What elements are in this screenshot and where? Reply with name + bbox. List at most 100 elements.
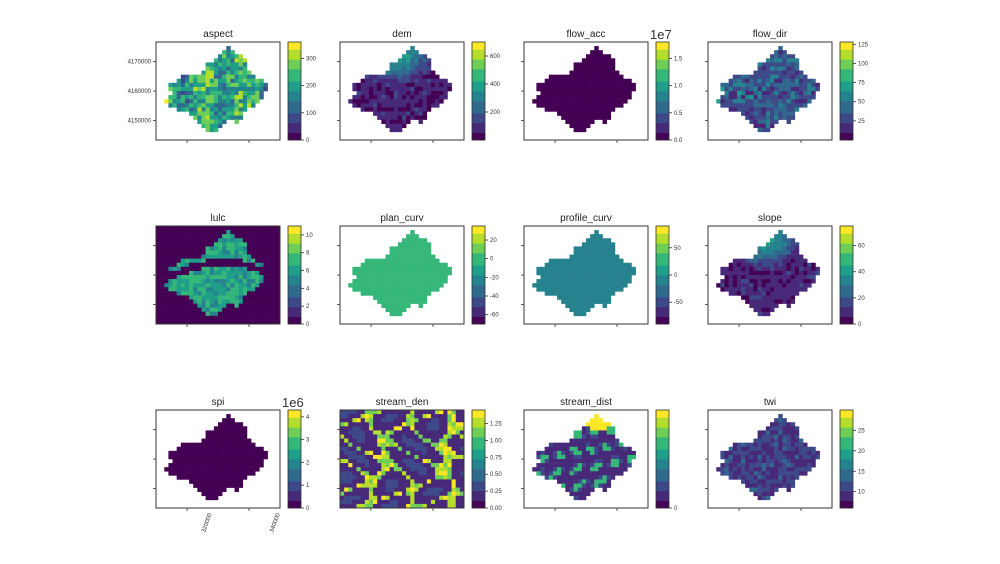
raster-cell [606,299,612,304]
raster-cell [393,62,399,67]
colorbar-step [840,103,853,107]
raster-cell [720,450,725,456]
raster-cell [586,295,591,300]
raster-cell [798,262,804,268]
raster-cell [803,258,808,264]
raster-cell [275,287,281,292]
colorbar-step [656,444,669,448]
raster-cell [189,74,194,80]
colorbar-step [656,434,669,438]
raster-cell [557,475,562,480]
raster-cell [610,287,616,292]
raster-cell [765,246,771,251]
raster-cell [790,258,796,264]
raster-cell [786,430,791,435]
raster-cell [548,270,554,276]
raster-cell [745,275,750,280]
colorbar-step [472,481,485,484]
raster-cell [418,299,423,304]
raster-cell [803,279,808,284]
raster-cell [377,491,382,497]
raster-cell [790,291,796,296]
colorbar-step [288,304,301,308]
raster-cell [794,262,800,268]
raster-cell [786,279,791,284]
raster-cell [267,283,273,288]
raster-cell [193,234,198,239]
raster-cell [778,78,783,84]
raster-cell [205,234,211,239]
raster-cell [197,86,202,92]
raster-cell [189,246,194,251]
raster-cell [774,471,779,476]
raster-cell [565,86,570,92]
raster-cell [619,463,624,468]
colorbar-step [656,500,669,504]
raster-cell [352,438,357,443]
raster-cell [794,446,800,452]
raster-cell [426,499,432,505]
raster-cell [348,414,353,419]
raster-cell [263,311,268,317]
colorbar-step [472,95,485,99]
raster-cell [774,287,779,292]
raster-cell [774,107,779,112]
raster-cell [426,291,432,296]
raster-cell [393,95,399,100]
raster-cell [259,242,264,247]
raster-cell [242,70,248,75]
raster-cell [259,303,264,308]
raster-cell [602,275,607,280]
raster-cell [594,459,599,464]
raster-cell [770,70,775,75]
raster-cell [439,442,444,448]
raster-cell [594,54,599,59]
raster-cell [426,459,432,464]
raster-cell [218,107,223,112]
raster-cell [761,279,767,284]
colorbar-step [840,299,853,303]
raster-cell [180,291,186,296]
raster-cell [439,434,444,439]
raster-cell [782,99,787,104]
raster-cell [168,454,173,460]
colorbar-tick-label: 2 [306,304,310,310]
raster-cell [606,70,612,75]
raster-cell [786,446,791,452]
raster-cell [569,262,574,268]
raster-cell [402,270,407,276]
raster-cell [557,270,562,276]
raster-cell [770,86,775,92]
raster-cell [344,471,349,476]
raster-cell [619,275,624,280]
raster-cell [259,319,264,325]
colorbar-step [288,306,301,310]
raster-cell [732,275,738,280]
raster-cell [364,95,370,100]
raster-cell [798,459,804,464]
colorbar-step [656,287,669,291]
colorbar-step [840,130,853,134]
raster-cell [389,422,395,427]
raster-cell [381,103,386,108]
raster-cell [263,275,268,280]
colorbar-step [840,252,853,256]
raster-cell [364,258,370,264]
colorbar-step [656,282,669,286]
raster-cell [242,78,248,84]
raster-cell [552,95,558,100]
colorbar-step [840,410,853,413]
raster-cell [765,483,771,488]
raster-cell [164,295,169,300]
raster-cell [352,467,357,472]
raster-cell [360,446,366,452]
raster-cell [770,438,775,443]
raster-cell [193,91,198,96]
raster-cell [373,495,378,501]
raster-cell [410,91,415,96]
raster-cell [209,303,215,308]
raster-cell [798,74,804,80]
raster-cell [197,258,202,264]
raster-cell [246,438,252,443]
raster-cell [213,238,219,243]
